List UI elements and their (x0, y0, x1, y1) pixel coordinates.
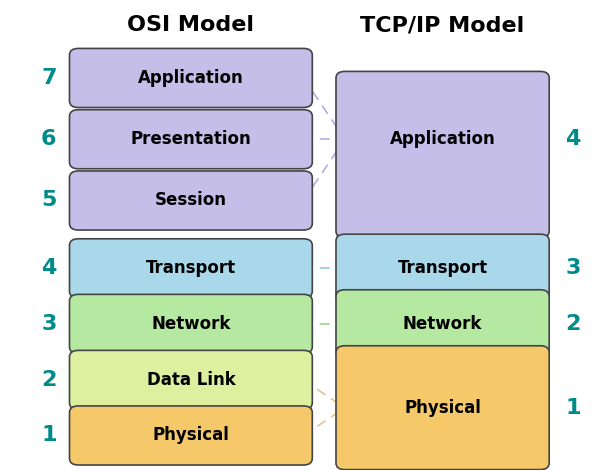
Text: 2: 2 (41, 370, 57, 390)
Text: Data Link: Data Link (146, 371, 235, 389)
Text: 5: 5 (41, 190, 57, 211)
Text: TCP/IP Model: TCP/IP Model (361, 16, 525, 35)
Text: 4: 4 (565, 129, 581, 149)
FancyBboxPatch shape (70, 294, 312, 353)
Text: 3: 3 (565, 258, 581, 278)
FancyBboxPatch shape (70, 239, 312, 298)
Text: Application: Application (138, 69, 244, 87)
FancyBboxPatch shape (70, 350, 312, 409)
FancyBboxPatch shape (336, 346, 549, 470)
FancyBboxPatch shape (70, 110, 312, 169)
Text: Physical: Physical (404, 399, 481, 417)
FancyBboxPatch shape (70, 171, 312, 230)
Text: Physical: Physical (152, 426, 229, 445)
Text: Session: Session (155, 192, 227, 210)
Text: 7: 7 (41, 68, 57, 88)
FancyBboxPatch shape (70, 406, 312, 465)
Text: 3: 3 (41, 314, 57, 334)
FancyBboxPatch shape (336, 72, 549, 238)
FancyBboxPatch shape (70, 49, 312, 107)
Text: Application: Application (390, 130, 496, 148)
Text: 6: 6 (41, 129, 57, 149)
FancyBboxPatch shape (336, 234, 549, 302)
Text: OSI Model: OSI Model (127, 16, 255, 35)
Text: 2: 2 (565, 314, 581, 334)
Text: Presentation: Presentation (130, 130, 251, 148)
Text: Transport: Transport (146, 260, 236, 277)
Text: Network: Network (151, 315, 231, 333)
Text: 1: 1 (565, 398, 581, 418)
Text: 1: 1 (41, 425, 57, 446)
Text: Transport: Transport (397, 260, 488, 277)
Text: Network: Network (403, 315, 483, 333)
FancyBboxPatch shape (336, 290, 549, 358)
Text: 4: 4 (41, 258, 57, 278)
